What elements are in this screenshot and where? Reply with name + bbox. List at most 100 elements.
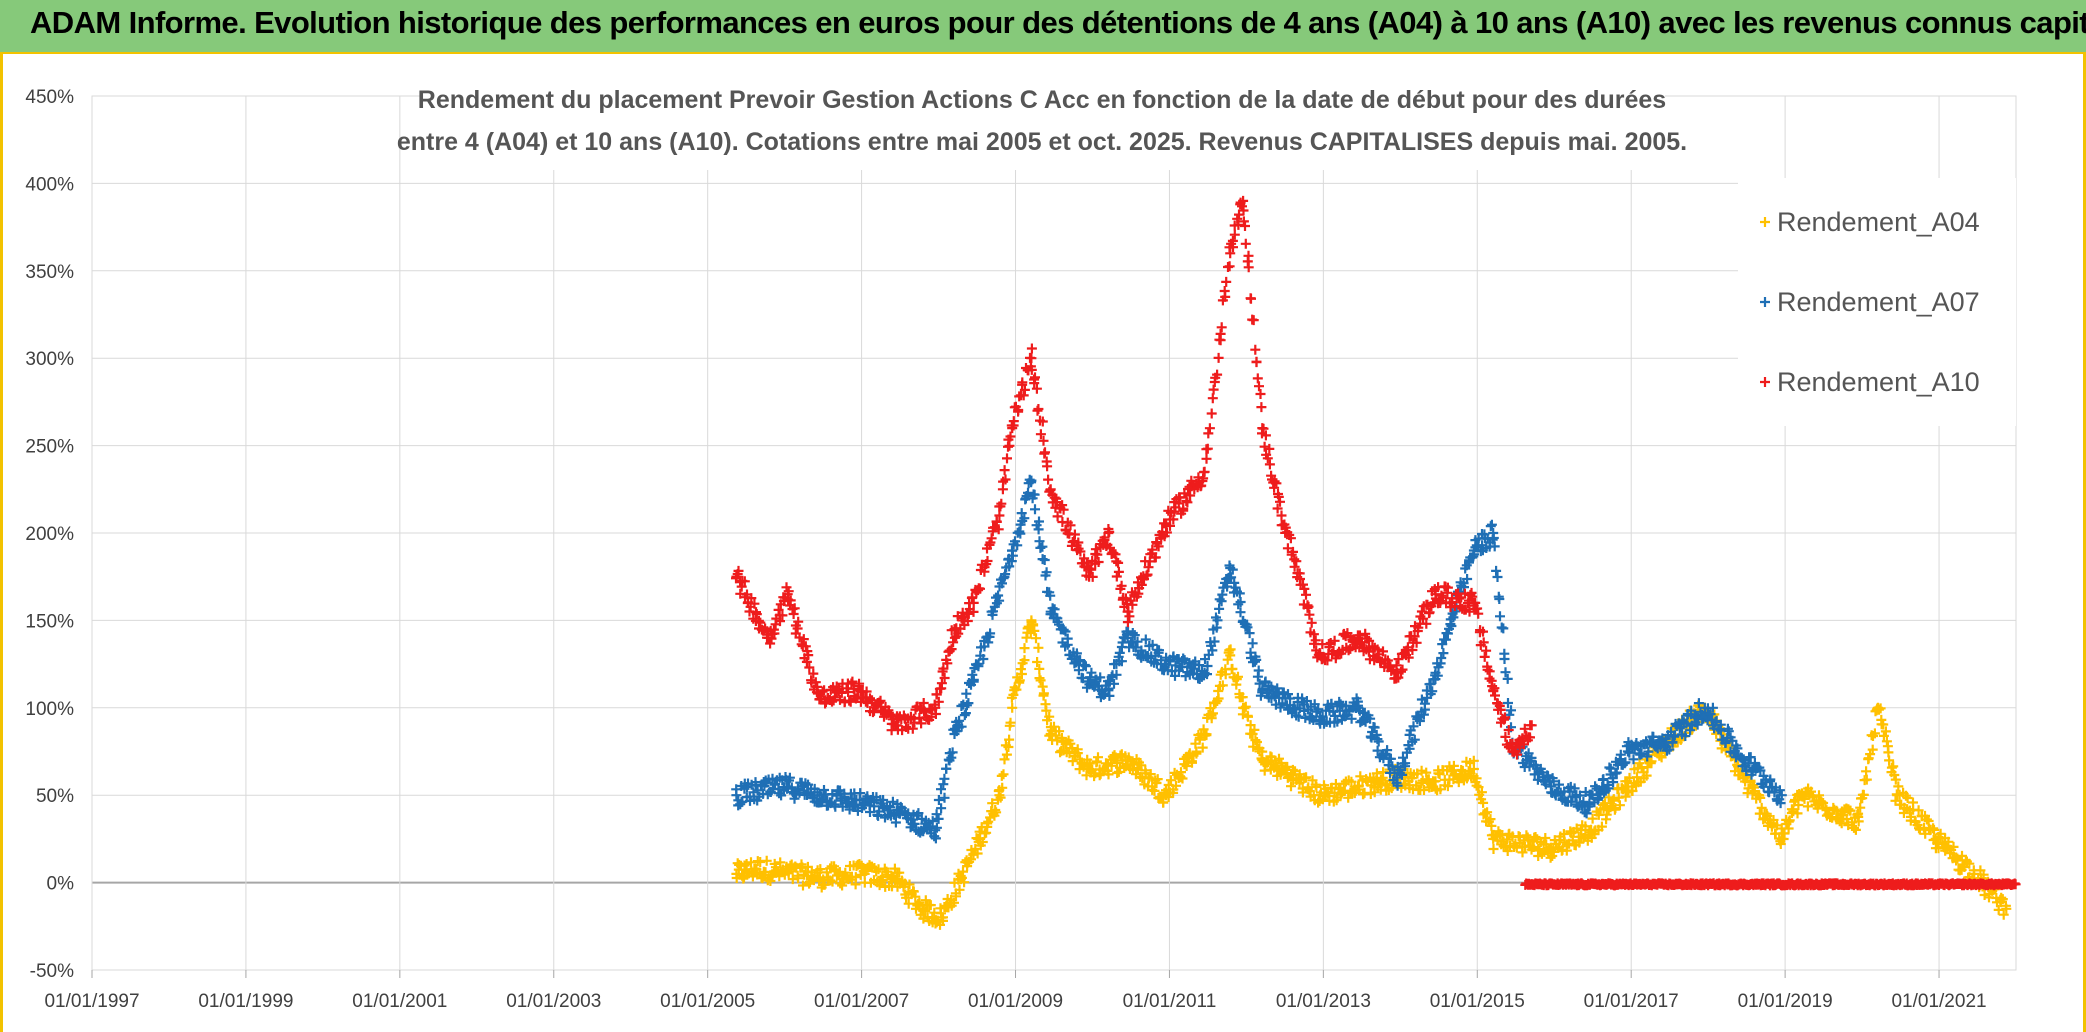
data-point-Rendement_A04 [1886, 762, 1897, 773]
data-point-Rendement_A07 [1446, 621, 1457, 631]
data-point-Rendement_A10 [1364, 635, 1375, 646]
data-point-Rendement_A07 [936, 803, 947, 814]
data-point-Rendement_A10 [942, 658, 953, 669]
data-point-Rendement_A07 [1392, 772, 1402, 783]
page-title: ADAM Informe. Evolution historique des p… [30, 5, 2086, 40]
data-point-Rendement_A10 [1111, 556, 1122, 567]
data-point-Rendement_A07 [1253, 665, 1264, 676]
data-point-Rendement_A07 [1382, 745, 1393, 756]
data-point-Rendement_A04 [798, 880, 808, 891]
data-point-Rendement_A04 [1996, 892, 2007, 903]
data-point-Rendement_A07 [1498, 623, 1509, 634]
data-point-Rendement_A04 [904, 879, 915, 890]
data-point-Rendement_A10 [931, 689, 942, 700]
data-point-Rendement_A04 [1177, 773, 1188, 784]
data-point-Rendement_A10 [1013, 405, 1024, 415]
data-point-Rendement_A04 [1796, 790, 1806, 801]
data-point-Rendement_A07 [1409, 734, 1420, 745]
data-point-Rendement_A07 [1257, 685, 1268, 696]
data-point-Rendement_A07 [1039, 555, 1050, 565]
data-point-Rendement_A07 [1045, 590, 1056, 601]
data-point-Rendement_A07 [947, 747, 958, 758]
data-point-Rendement_A10 [1038, 435, 1049, 446]
data-point-Rendement_A04 [975, 833, 986, 844]
series-Rendement_A07 [731, 474, 1787, 844]
data-point-Rendement_A04 [1608, 794, 1619, 805]
data-point-Rendement_A10 [982, 556, 993, 566]
data-point-Rendement_A07 [1335, 699, 1346, 710]
data-point-Rendement_A07 [1147, 639, 1158, 650]
legend-marker [1760, 377, 1770, 387]
data-point-Rendement_A10 [933, 696, 944, 707]
data-point-Rendement_A07 [956, 721, 967, 732]
data-point-Rendement_A04 [1921, 814, 1932, 825]
data-point-Rendement_A10 [1143, 562, 1154, 573]
data-point-Rendement_A04 [1902, 793, 1913, 803]
data-point-Rendement_A10 [1280, 522, 1291, 533]
data-point-Rendement_A10 [1035, 429, 1046, 440]
data-point-Rendement_A10 [1161, 519, 1172, 530]
data-point-Rendement_A07 [891, 807, 902, 818]
x-tick-label: 01/01/2021 [1891, 991, 1986, 1012]
data-point-Rendement_A10 [1308, 629, 1319, 640]
data-point-Rendement_A10 [808, 668, 819, 679]
data-point-Rendement_A10 [1345, 643, 1356, 654]
data-point-Rendement_A10 [1153, 541, 1164, 552]
data-point-Rendement_A07 [1438, 648, 1449, 659]
data-point-Rendement_A04 [1084, 764, 1095, 774]
data-point-Rendement_A07 [985, 628, 996, 639]
data-point-Rendement_A10 [1430, 589, 1441, 600]
data-point-Rendement_A10 [1467, 591, 1478, 602]
y-tick-label: 400% [25, 174, 74, 195]
data-point-Rendement_A04 [1892, 790, 1903, 801]
data-point-Rendement_A04 [1343, 792, 1354, 803]
data-point-Rendement_A04 [827, 876, 838, 887]
data-point-Rendement_A10 [1468, 597, 1479, 608]
data-point-Rendement_A07 [1122, 632, 1133, 643]
data-point-Rendement_A04 [1072, 748, 1083, 759]
data-point-Rendement_A10 [1225, 248, 1236, 259]
data-point-Rendement_A07 [1235, 597, 1246, 607]
data-point-Rendement_A07 [1755, 765, 1766, 776]
data-point-Rendement_A10 [1478, 626, 1488, 637]
data-point-Rendement_A04 [776, 867, 787, 878]
x-tick-label: 01/01/2009 [968, 991, 1063, 1012]
data-point-Rendement_A04 [955, 874, 966, 885]
data-point-Rendement_A07 [865, 807, 875, 817]
data-point-Rendement_A07 [1427, 686, 1438, 697]
data-point-Rendement_A04 [1889, 770, 1900, 780]
data-point-Rendement_A07 [1775, 798, 1786, 809]
data-point-Rendement_A10 [1120, 593, 1131, 604]
data-point-Rendement_A04 [1861, 774, 1872, 785]
data-point-Rendement_A07 [842, 798, 853, 809]
data-point-Rendement_A04 [1468, 764, 1479, 774]
legend-label: Rendement_A10 [1777, 367, 1980, 397]
data-point-Rendement_A10 [1002, 453, 1012, 464]
data-point-Rendement_A07 [1495, 611, 1505, 622]
legend-label: Rendement_A04 [1777, 207, 1980, 237]
data-point-Rendement_A07 [1369, 722, 1380, 733]
data-point-Rendement_A10 [1246, 293, 1256, 304]
data-point-Rendement_A10 [1275, 496, 1285, 507]
data-point-Rendement_A10 [1436, 590, 1447, 601]
data-point-Rendement_A07 [1015, 528, 1026, 539]
data-point-Rendement_A10 [1264, 459, 1275, 470]
data-point-Rendement_A04 [1793, 800, 1804, 810]
data-point-Rendement_A04 [908, 886, 919, 897]
y-tick-label: 450% [25, 87, 74, 108]
data-point-Rendement_A07 [1313, 704, 1324, 715]
data-point-Rendement_A07 [1353, 702, 1364, 713]
data-point-Rendement_A10 [1026, 353, 1037, 364]
data-point-Rendement_A07 [1060, 626, 1071, 637]
data-point-Rendement_A10 [865, 693, 875, 704]
data-point-Rendement_A10 [1273, 491, 1284, 502]
legend-marker [1760, 297, 1770, 307]
data-point-Rendement_A07 [1000, 569, 1011, 580]
data-point-Rendement_A07 [784, 772, 795, 783]
data-point-Rendement_A04 [1802, 801, 1813, 812]
data-point-Rendement_A10 [1353, 632, 1364, 643]
data-point-Rendement_A04 [1878, 730, 1889, 741]
data-point-Rendement_A07 [1769, 787, 1780, 798]
data-point-Rendement_A04 [1257, 746, 1268, 757]
data-point-Rendement_A04 [1019, 643, 1030, 654]
